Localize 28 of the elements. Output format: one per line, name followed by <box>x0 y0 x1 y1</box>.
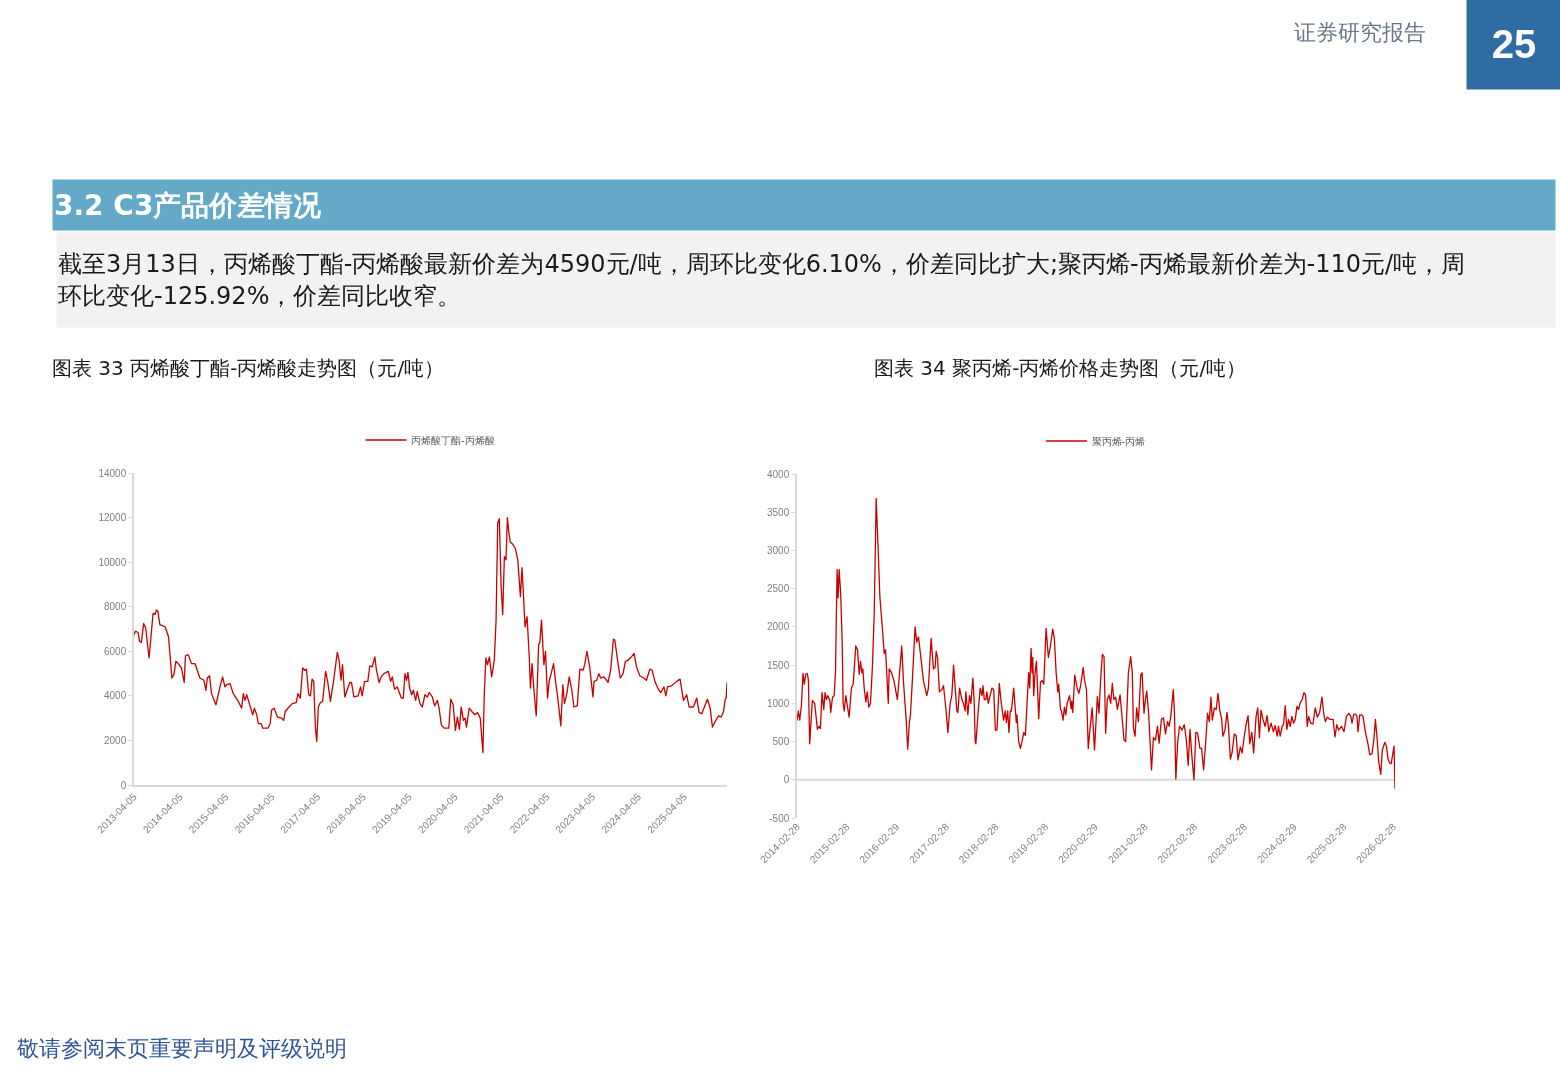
y-tick-label: 4000 <box>767 468 790 480</box>
text: 25 <box>1491 22 1537 66</box>
text: 敬请参阅末页重要声明及评级说明 <box>17 1036 347 1061</box>
y-tick-label: 10000 <box>98 556 127 568</box>
legend-label: 聚丙烯-丙烯 <box>1091 435 1146 447</box>
y-tick-label: 14000 <box>98 467 127 479</box>
y-tick-label: 6000 <box>104 645 127 657</box>
y-tick-label: 8000 <box>104 601 127 613</box>
y-tick-label: 0 <box>120 779 127 791</box>
y-tick-label: 1500 <box>767 659 790 671</box>
chart-title: 图表 34 聚丙烯-丙烯价格走势图（元/吨） <box>874 356 1247 380</box>
y-tick-label: 3000 <box>767 544 790 556</box>
y-tick-label: 12000 <box>98 512 127 524</box>
y-tick-label: 4000 <box>104 690 127 702</box>
y-tick-label: 2000 <box>104 734 127 746</box>
line-series <box>134 516 727 754</box>
text: 3.2 C3产品价差情况 <box>54 188 323 222</box>
y-tick-label: 0 <box>783 774 790 786</box>
y-tick-label: 2500 <box>767 583 790 595</box>
y-tick-label: -500 <box>769 812 790 824</box>
text: 截至3月13日，丙烯酸丁酯-丙烯酸最新价差为4590元/吨，周环比变化6.10%，价差同比扩大;聚丙烯-丙烯最新价差为-110元/吨，周环比变化-125.92%，价差同比收窄。 <box>58 250 1466 310</box>
chart-title: 图表 33 丙烯酸丁酯-丙烯酸走势图（元/吨） <box>52 356 445 380</box>
y-tick-label: 3500 <box>767 506 790 518</box>
text: 证券研究报告 <box>1294 20 1426 45</box>
y-tick-label: 2000 <box>767 621 790 633</box>
legend-label: 丙烯酸丁酯-丙烯酸 <box>411 434 495 446</box>
y-tick-label: 1000 <box>767 697 790 709</box>
y-tick-label: 500 <box>772 736 790 748</box>
